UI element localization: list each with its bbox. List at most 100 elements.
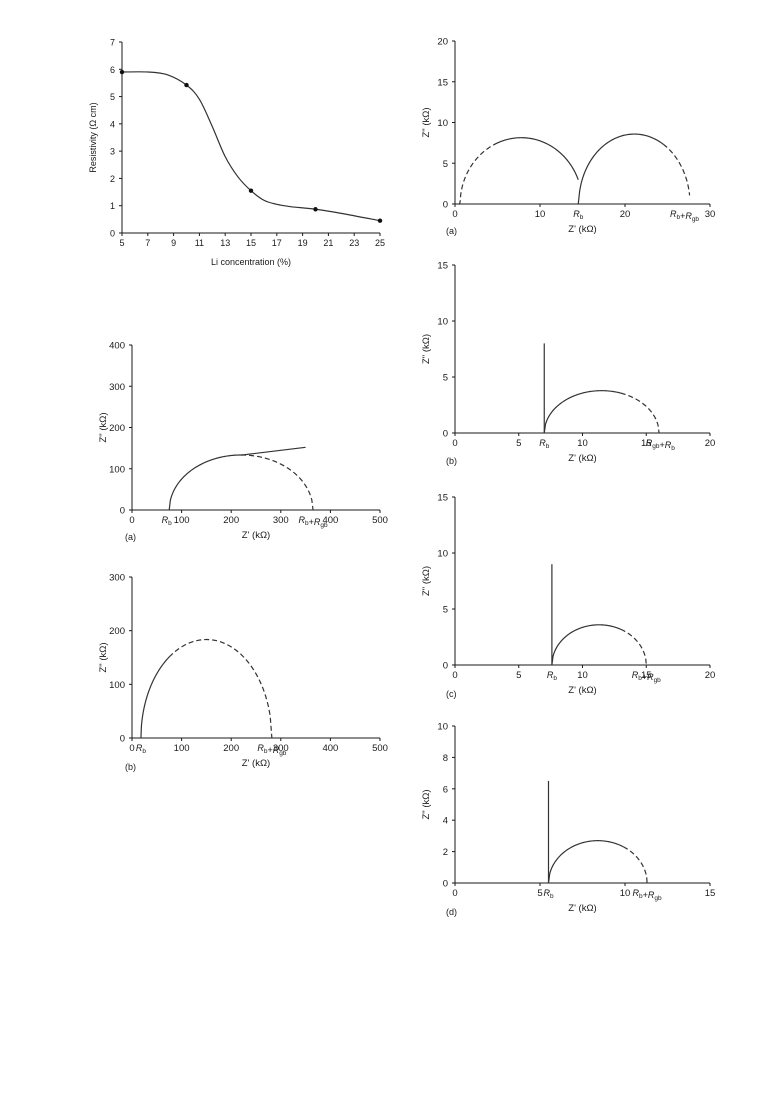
dashed-arc	[241, 454, 314, 511]
data-point	[119, 69, 125, 75]
x-tick-label: 5	[516, 438, 521, 449]
x-axis-title: Z' (kΩ)	[568, 903, 596, 914]
x-tick-label: 9	[171, 238, 176, 248]
x-axis-title: Z' (kΩ)	[568, 453, 596, 464]
solid-arc	[547, 840, 624, 884]
x-axis-title: Z' (kΩ)	[568, 224, 596, 235]
annotation-label: Rb+Rgb	[257, 743, 286, 757]
dashed-arc	[620, 392, 660, 434]
annotation-label: Rb	[162, 515, 173, 527]
x-tick-label: 19	[298, 238, 308, 248]
x-tick-label: 20	[620, 209, 631, 220]
x-tick-label: 20	[705, 670, 716, 681]
y-tick-label: 2	[110, 174, 115, 184]
x-tick-label: 7	[145, 238, 150, 248]
y-tick-label: 200	[109, 423, 125, 434]
y-tick-label: 0	[443, 879, 448, 890]
x-tick-label: 10	[577, 438, 588, 449]
dashed-arc	[168, 638, 273, 739]
y-tick-label: 7	[110, 38, 115, 48]
solid-arc	[168, 454, 242, 511]
y-tick-label: 2	[443, 847, 448, 858]
x-tick-label: 5	[516, 670, 521, 681]
annotation-label: Rb+Rgb	[633, 888, 662, 902]
x-axis-title: Z' (kΩ)	[242, 758, 270, 769]
y-axis-title: Z" (kΩ)	[98, 413, 109, 443]
x-axis-title: Li concentration (%)	[211, 257, 291, 267]
x-tick-label: 500	[372, 743, 388, 754]
data-point	[313, 207, 318, 212]
x-tick-label: 200	[223, 743, 239, 754]
x-tick-label: 20	[705, 438, 716, 449]
chart-right-d: 0 5 10 15 0 2 4 6 8 10 Z' (kΩ) Z" (kΩ) (d) Rb Rb+Rgb	[421, 722, 715, 918]
panel-label: (a)	[446, 226, 457, 236]
y-axis-title: Resistivity (Ω cm)	[88, 102, 98, 172]
x-tick-label: 30	[705, 209, 716, 220]
y-tick-label: 300	[109, 382, 125, 393]
annotation-label: Rb	[543, 888, 554, 900]
x-tick-label: 400	[322, 515, 338, 526]
resistivity-line	[121, 71, 381, 222]
x-tick-label: 10	[535, 209, 546, 220]
x-tick-label: 15	[705, 888, 716, 899]
y-tick-label: 6	[110, 65, 115, 75]
x-axis-title: Z' (kΩ)	[568, 685, 596, 696]
y-tick-label: 0	[120, 734, 125, 745]
chart-right-b: 0 5 10 15 20 0 5 10 15 Z' (kΩ) Z" (kΩ) (b) Rb Rgb+Rb	[421, 261, 715, 467]
y-axis-title: Z" (kΩ)	[421, 334, 432, 364]
chart-left-a: 0 100 200 300 400 500 0 100 200 300 400 Z' (kΩ) Z" (…	[98, 341, 388, 543]
y-tick-label: 200	[109, 626, 125, 637]
y-axis-title: Z" (kΩ)	[421, 790, 432, 820]
x-tick-label: 0	[452, 438, 457, 449]
x-tick-label: 17	[272, 238, 282, 248]
x-tick-label: 0	[452, 209, 457, 220]
annotation-label: Rb	[136, 743, 147, 755]
x-tick-label: 21	[323, 238, 333, 248]
x-tick-label: 10	[620, 888, 631, 899]
y-tick-label: 0	[120, 506, 125, 517]
y-tick-label: 15	[437, 493, 448, 504]
y-tick-label: 10	[437, 722, 448, 733]
data-point	[248, 188, 254, 193]
y-tick-label: 0	[443, 661, 448, 672]
solid-arc	[543, 390, 621, 434]
x-axis-title: Z' (kΩ)	[242, 530, 270, 541]
data-point	[184, 82, 189, 88]
y-tick-label: 3	[110, 147, 115, 157]
annotation-label: Rb+Rgb	[632, 670, 661, 684]
panel-label: (d)	[446, 907, 457, 917]
y-tick-label: 100	[109, 680, 125, 691]
x-tick-label: 15	[641, 438, 652, 449]
x-tick-label: 5	[119, 238, 124, 248]
annotation-label: Rb+Rgb	[670, 209, 699, 223]
y-tick-label: 5	[443, 159, 448, 170]
y-tick-label: 10	[437, 549, 448, 560]
y-tick-label: 20	[437, 37, 448, 48]
panel-label: (c)	[446, 689, 457, 699]
panel-label: (a)	[125, 532, 136, 542]
y-tick-label: 0	[443, 429, 448, 440]
x-tick-label: 0	[129, 515, 134, 526]
x-tick-label: 25	[375, 238, 385, 248]
y-tick-label: 0	[443, 200, 448, 211]
y-tick-label: 300	[109, 573, 125, 584]
x-tick-label: 300	[273, 515, 289, 526]
dashed-arc	[620, 628, 647, 666]
x-tick-label: 5	[537, 888, 542, 899]
x-tick-label: 10	[577, 670, 588, 681]
x-tick-label: 15	[641, 670, 652, 681]
panel-label: (b)	[125, 762, 136, 772]
y-tick-label: 400	[109, 341, 125, 352]
y-tick-label: 15	[437, 77, 448, 88]
y-tick-label: 5	[110, 92, 115, 102]
chart-right-a: 0 10 20 30 0 5 10 15 20 Z' (kΩ) Z" (kΩ) (a) Rb Rb+Rgb	[421, 37, 715, 237]
x-tick-label: 200	[223, 515, 239, 526]
x-tick-label: 15	[246, 238, 256, 248]
solid-arc	[577, 133, 664, 205]
y-tick-label: 5	[443, 373, 448, 384]
y-tick-label: 4	[443, 816, 448, 827]
dashed-arc	[623, 846, 648, 884]
panel-label: (b)	[446, 456, 457, 466]
